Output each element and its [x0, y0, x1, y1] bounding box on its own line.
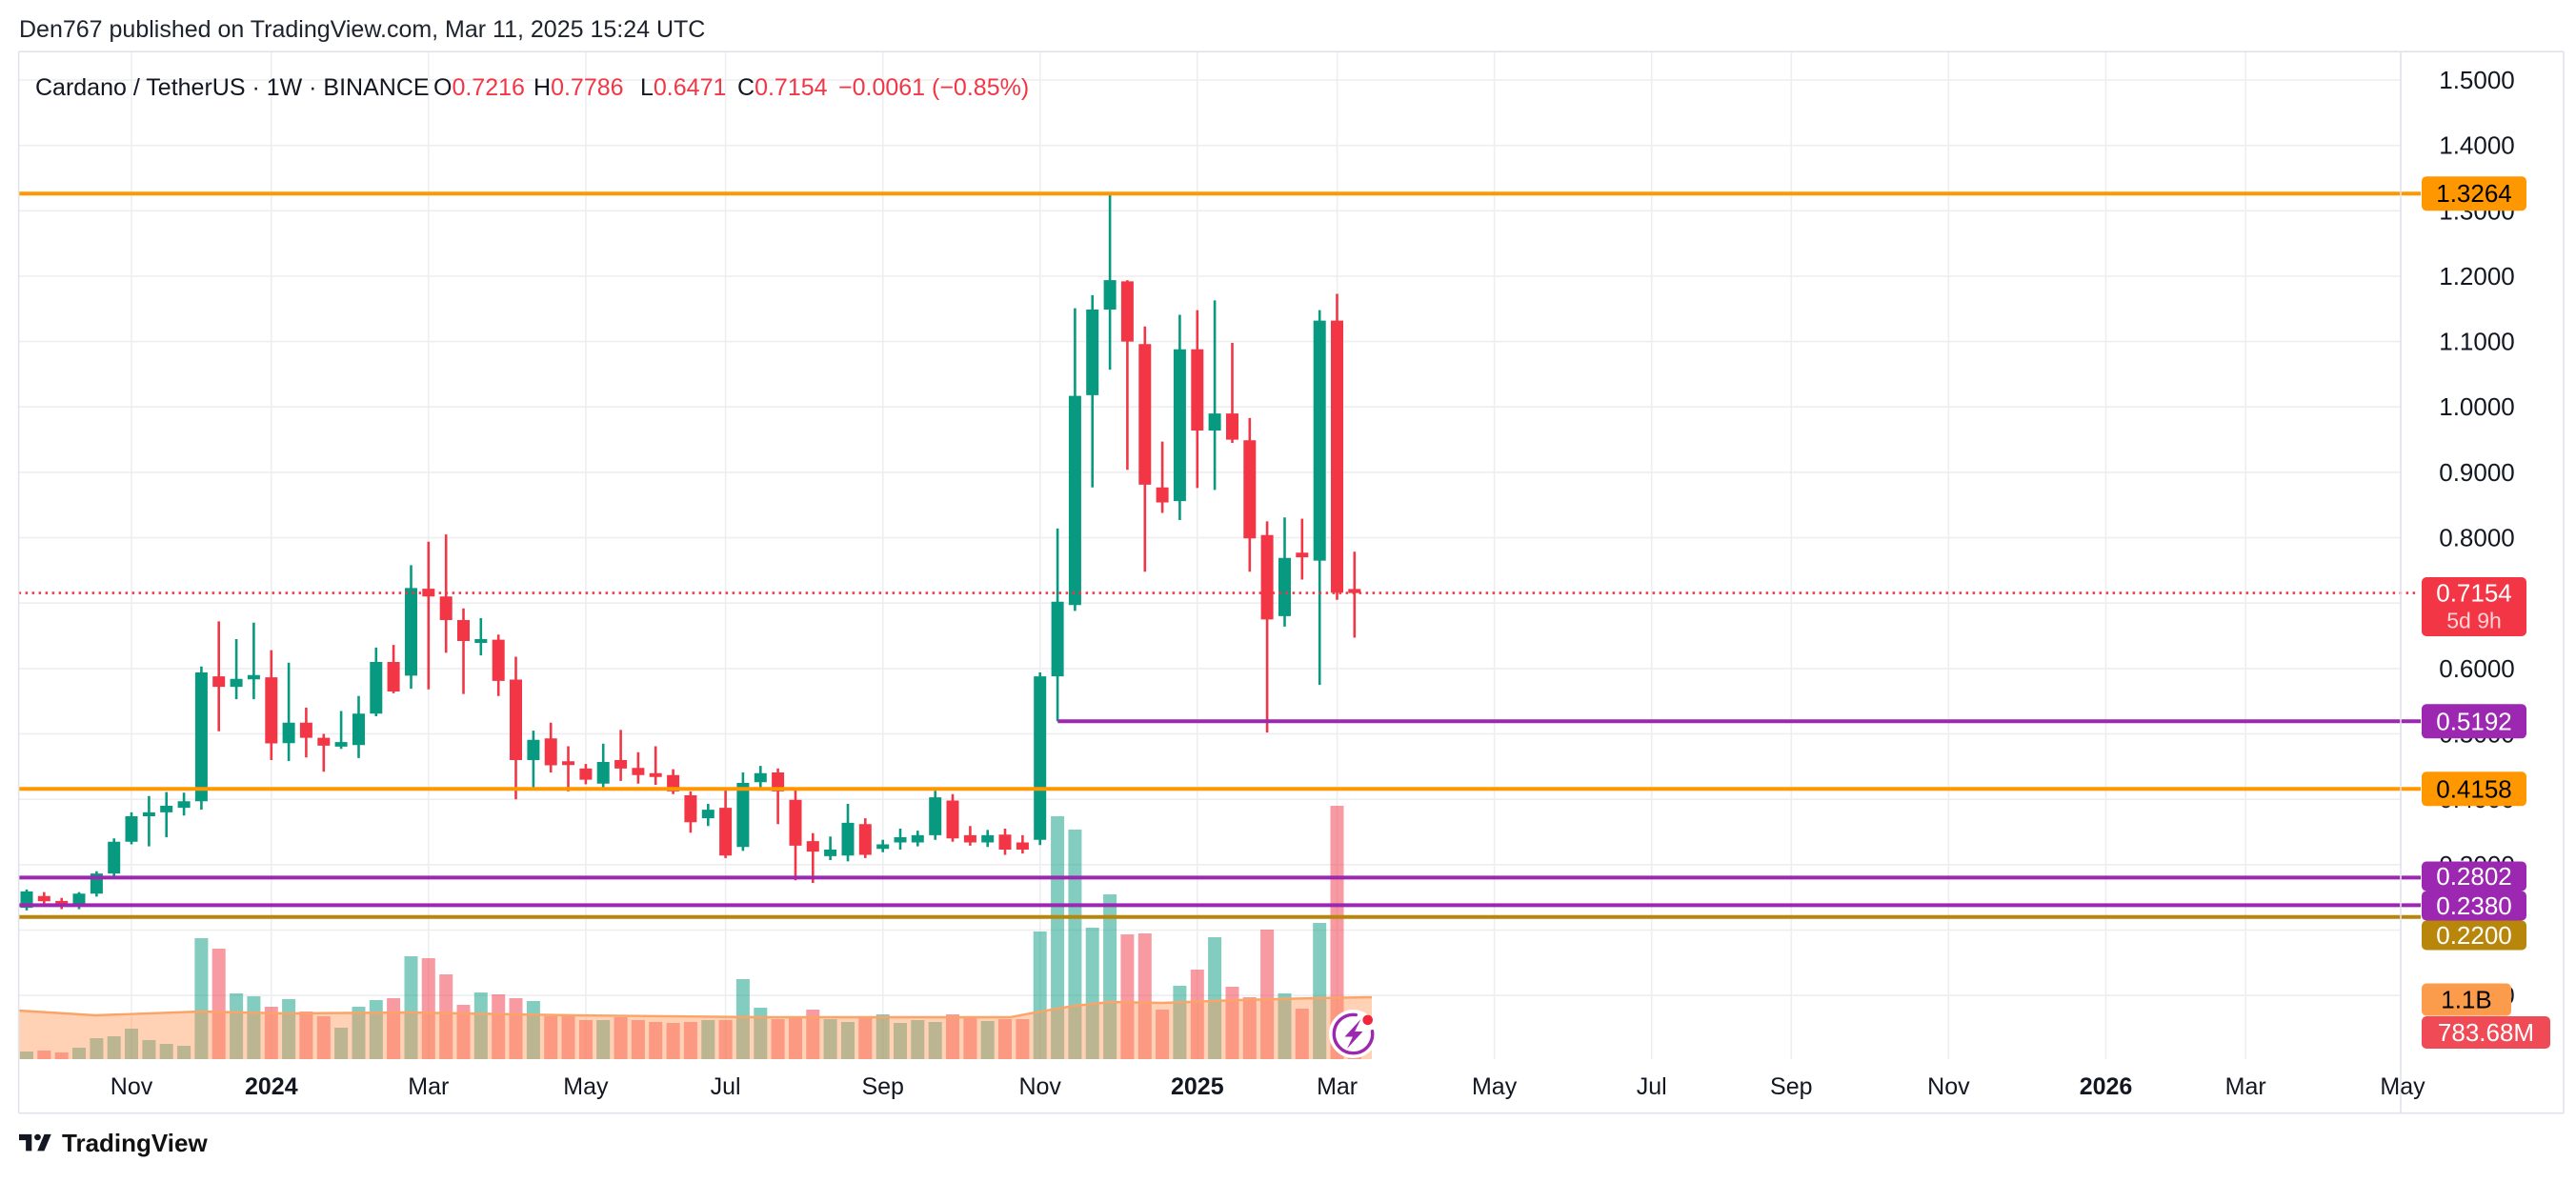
- svg-text:Jul: Jul: [711, 1073, 741, 1100]
- svg-text:Sep: Sep: [861, 1073, 903, 1100]
- svg-text:0.7154: 0.7154: [2436, 579, 2512, 608]
- svg-text:Nov: Nov: [1927, 1073, 1970, 1100]
- svg-text:2026: 2026: [2080, 1073, 2133, 1100]
- svg-text:Mar: Mar: [408, 1073, 449, 1100]
- svg-text:TradingView: TradingView: [62, 1129, 208, 1157]
- svg-text:Nov: Nov: [111, 1073, 153, 1100]
- svg-text:0.9000: 0.9000: [2439, 458, 2515, 487]
- svg-text:Sep: Sep: [1770, 1073, 1812, 1100]
- svg-text:May: May: [563, 1073, 609, 1100]
- svg-text:May: May: [1472, 1073, 1518, 1100]
- svg-text:0.5192: 0.5192: [2436, 707, 2512, 735]
- svg-text:L0.6471: L0.6471: [640, 74, 726, 101]
- svg-text:5d 9h: 5d 9h: [2446, 609, 2502, 633]
- svg-text:1.4000: 1.4000: [2439, 131, 2515, 160]
- svg-text:0.2200: 0.2200: [2436, 921, 2512, 950]
- svg-text:1.3264: 1.3264: [2436, 179, 2512, 208]
- svg-text:−0.0061 (−0.85%): −0.0061 (−0.85%): [838, 74, 1029, 101]
- svg-text:1.2000: 1.2000: [2439, 262, 2515, 290]
- svg-text:1.1000: 1.1000: [2439, 328, 2515, 356]
- svg-text:1.0000: 1.0000: [2439, 392, 2515, 421]
- svg-text:May: May: [2380, 1073, 2425, 1100]
- svg-text:0.4158: 0.4158: [2436, 774, 2512, 803]
- svg-text:1.5000: 1.5000: [2439, 66, 2515, 94]
- svg-text:Den767 published on TradingVie: Den767 published on TradingView.com, Mar…: [19, 16, 705, 43]
- svg-text:Mar: Mar: [1317, 1073, 1358, 1100]
- svg-text:Nov: Nov: [1018, 1073, 1061, 1100]
- svg-text:2024: 2024: [245, 1073, 298, 1100]
- svg-text:0.6000: 0.6000: [2439, 654, 2515, 683]
- svg-text:0.2802: 0.2802: [2436, 862, 2512, 891]
- svg-text:2025: 2025: [1171, 1073, 1224, 1100]
- svg-text:H0.7786: H0.7786: [533, 74, 624, 101]
- svg-text:783.68M: 783.68M: [2438, 1018, 2534, 1047]
- svg-text:C0.7154: C0.7154: [737, 74, 828, 101]
- svg-text:O0.7216: O0.7216: [433, 74, 525, 101]
- svg-text:Cardano / TetherUS · 1W · BINA: Cardano / TetherUS · 1W · BINANCE: [35, 74, 430, 101]
- svg-text:Mar: Mar: [2225, 1073, 2266, 1100]
- svg-text:Jul: Jul: [1637, 1073, 1667, 1100]
- svg-text:0.2380: 0.2380: [2436, 892, 2512, 920]
- svg-text:1.1B: 1.1B: [2441, 986, 2492, 1014]
- svg-text:0.8000: 0.8000: [2439, 524, 2515, 552]
